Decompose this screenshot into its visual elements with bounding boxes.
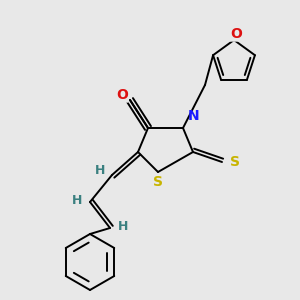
Text: O: O [230, 27, 242, 41]
Text: H: H [118, 220, 128, 232]
Text: O: O [116, 88, 128, 102]
Text: N: N [188, 109, 200, 123]
Text: S: S [230, 155, 240, 169]
Text: H: H [95, 164, 105, 176]
Text: H: H [72, 194, 82, 206]
Text: S: S [153, 175, 163, 189]
